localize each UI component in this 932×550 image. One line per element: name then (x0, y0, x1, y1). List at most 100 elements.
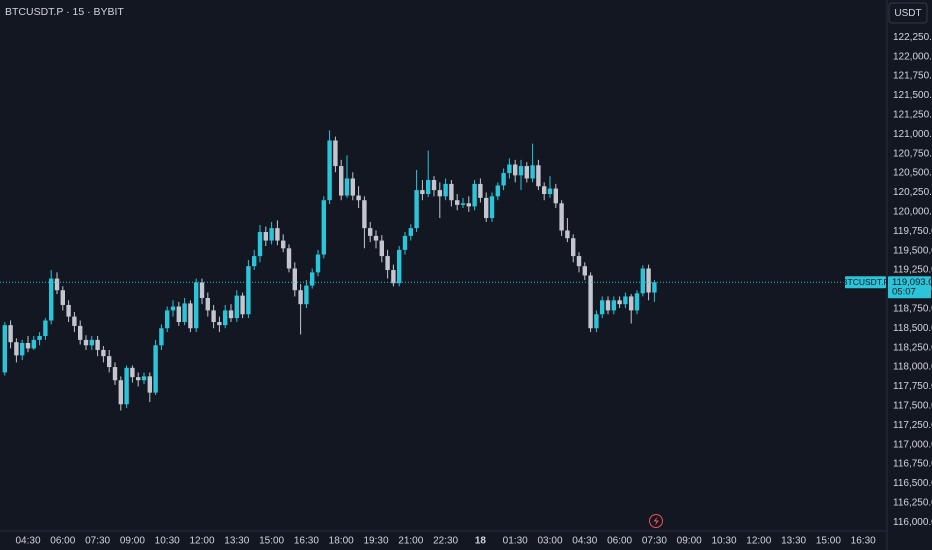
y-tick-label: 116,500.0 (893, 478, 932, 489)
candle-body (83, 339, 89, 346)
candle-body (60, 290, 65, 305)
x-tick-label: 07:30 (642, 536, 667, 547)
candle-body (600, 300, 605, 315)
last-price-label: 119,093.0 (892, 277, 932, 288)
candle-body (333, 140, 338, 167)
x-tick-label: 06:00 (607, 536, 632, 547)
candle-body (431, 180, 437, 191)
y-tick-label: 121,500.0 (893, 90, 932, 101)
x-tick-label: 09:00 (120, 536, 145, 547)
candle-body (252, 256, 257, 267)
currency-button[interactable] (888, 2, 928, 24)
candle-body (298, 290, 303, 305)
candle-body (617, 300, 622, 305)
candle-body (547, 188, 553, 194)
countdown: 05:07 (892, 287, 916, 298)
x-tick-label: 12:00 (746, 536, 771, 547)
candle-body (194, 282, 199, 329)
candle-body (257, 232, 263, 257)
candle-body (576, 256, 582, 267)
currency-label[interactable]: USDT (894, 8, 921, 19)
x-tick-label: 22:30 (433, 536, 458, 547)
candle-body (611, 300, 616, 311)
candle-body (95, 339, 100, 350)
candle-body (420, 190, 425, 194)
candle-body (379, 240, 384, 257)
candle-body (211, 310, 216, 323)
candle-body (153, 345, 158, 393)
candle-body (373, 235, 379, 241)
candle-body (286, 248, 292, 269)
candle-body (8, 325, 13, 343)
candle-body (530, 165, 535, 179)
y-tick-label: 118,000.0 (893, 362, 932, 373)
icon-ring[interactable] (649, 514, 663, 528)
symbol-tag: BTCUSDT.P (842, 277, 890, 287)
last-price-box (888, 276, 931, 299)
symbol-tag-box (845, 276, 886, 289)
x-tick-label: 09:00 (677, 536, 702, 547)
y-tick-label: 116,750.0 (893, 459, 932, 470)
y-tick-label: 120,000.0 (893, 206, 932, 217)
candle-body (408, 228, 413, 236)
replay-icon[interactable] (649, 514, 663, 528)
candle-body (141, 376, 147, 381)
candle-body (414, 190, 419, 229)
candle-body (507, 164, 512, 174)
x-tick-label: 13:30 (781, 536, 806, 547)
y-tick-label: 117,750.0 (893, 381, 932, 392)
candle-body (350, 178, 355, 196)
candle-body (472, 183, 477, 207)
x-tick-label: 10:30 (711, 536, 736, 547)
y-tick-label: 117,500.0 (893, 400, 932, 411)
candle-body (605, 300, 611, 311)
candle-body (484, 197, 489, 219)
candle-body (43, 320, 48, 337)
candle-body (20, 342, 25, 356)
candle-body (275, 228, 280, 241)
x-tick-label: 18:00 (329, 536, 354, 547)
candle-body (165, 310, 170, 329)
candle-body (634, 293, 640, 311)
y-tick-label: 120,250.0 (893, 187, 932, 198)
candle-body (391, 270, 396, 284)
candle-body (228, 310, 234, 319)
candle-body (269, 228, 274, 241)
candle-body (344, 178, 350, 196)
y-tick-label: 118,250.0 (893, 342, 932, 353)
candle-body (321, 200, 326, 255)
candle-body (315, 254, 321, 273)
candle-body (629, 296, 634, 311)
candle-body (489, 196, 495, 219)
y-tick-label: 119,750.0 (893, 226, 932, 237)
candle-body (66, 304, 71, 317)
y-tick-label: 117,000.0 (893, 439, 932, 450)
y-tick-label: 116,000.0 (893, 517, 932, 528)
candle-body (89, 339, 94, 346)
candle-body (623, 296, 628, 305)
candle-body (188, 303, 193, 329)
candle-body (588, 275, 593, 329)
x-tick-label: 07:30 (85, 536, 110, 547)
candle-body (37, 336, 42, 340)
candle-body (466, 203, 471, 207)
candle-body (495, 185, 500, 197)
candle-body (292, 268, 297, 291)
x-tick-label: 10:30 (155, 536, 180, 547)
candle-body (176, 306, 181, 323)
candle-body (426, 180, 431, 194)
candle-body (310, 272, 315, 286)
candle-body (72, 316, 77, 326)
candle-body (397, 249, 402, 284)
candle-body (25, 342, 31, 349)
icon-bolt[interactable] (653, 516, 660, 526)
candle-body (368, 228, 373, 236)
candle-body (518, 166, 524, 176)
candle-body (362, 200, 367, 229)
candle-body (147, 376, 152, 393)
x-tick-label: 18 (475, 536, 487, 547)
x-tick-label: 16:30 (851, 536, 876, 547)
candle-body (246, 266, 251, 315)
candle-body (101, 349, 106, 357)
